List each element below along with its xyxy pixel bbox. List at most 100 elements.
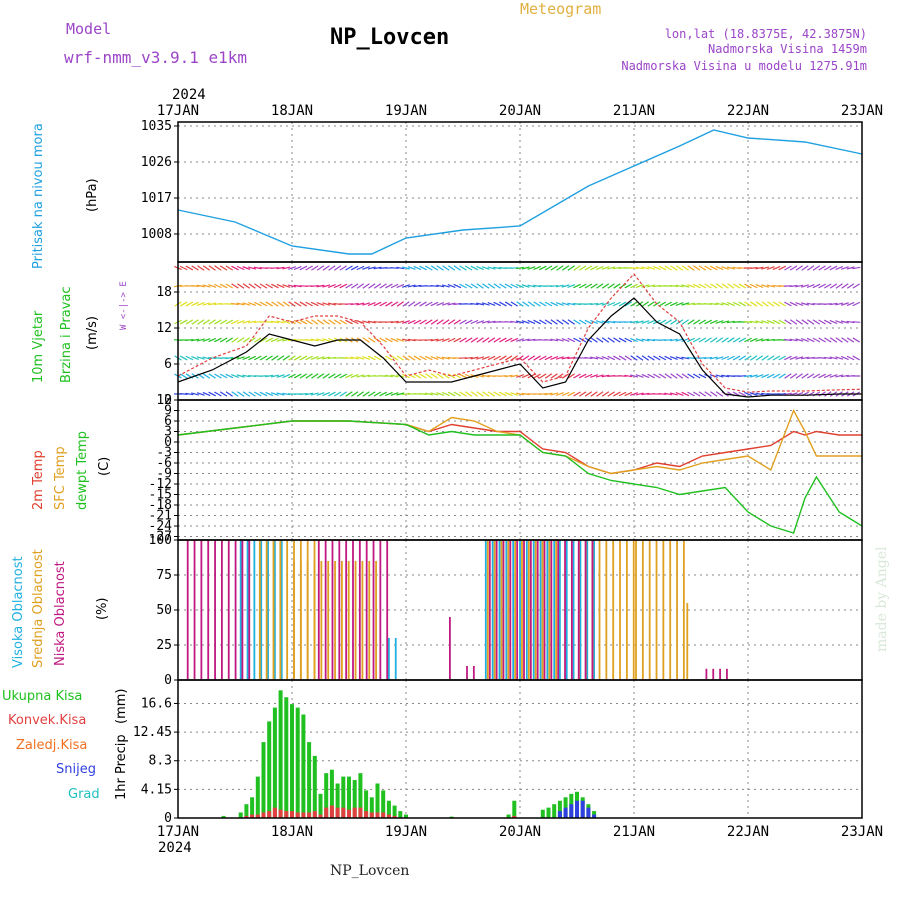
wind-barb xyxy=(282,373,291,379)
wind-barb xyxy=(401,338,411,342)
total-precip-bar xyxy=(290,704,294,818)
x-tick-label-bottom: 21JAN xyxy=(613,824,655,840)
wind-barb xyxy=(356,391,365,397)
wind-barb xyxy=(818,337,826,343)
wind-barb xyxy=(726,320,735,324)
wind-barb xyxy=(647,319,656,325)
wind-barb xyxy=(470,265,479,271)
wind-barb xyxy=(521,338,530,342)
wind-barb xyxy=(852,337,861,343)
wind-barb xyxy=(219,337,228,343)
y-tick-label: 25 xyxy=(156,638,172,653)
wind-barb xyxy=(573,391,581,397)
conv-precip-bar xyxy=(347,809,351,818)
wind-barb xyxy=(567,319,575,325)
wind-barb xyxy=(288,301,296,307)
wind-barb xyxy=(555,338,564,342)
wind-barb xyxy=(293,319,302,325)
wind-barb xyxy=(185,319,194,325)
side-labels: Pritisak na nivou mora (hPa) 10m Vjetar … xyxy=(11,123,129,800)
wind-barb xyxy=(590,391,598,397)
wind-barb xyxy=(237,283,245,289)
wind-barb xyxy=(789,373,798,379)
snow-bar xyxy=(592,814,597,818)
wind-barb xyxy=(544,319,553,325)
wind-barb xyxy=(362,266,371,270)
wind-barb xyxy=(641,301,650,307)
wind-barb xyxy=(795,338,804,342)
wind-barb xyxy=(464,337,473,343)
wind-barb xyxy=(618,337,627,343)
wind-barb xyxy=(259,391,268,397)
total-precip-bar xyxy=(404,814,408,818)
wind-barb xyxy=(687,319,695,325)
total-precip-bar xyxy=(557,800,562,818)
wind-barb xyxy=(237,391,245,397)
wind-barb xyxy=(590,356,599,360)
wind-barb xyxy=(265,337,274,343)
conv-precip-bar xyxy=(335,807,340,818)
wind-barb xyxy=(362,391,370,397)
wind-barb xyxy=(578,319,587,325)
wind-barb xyxy=(522,301,530,307)
x-tick-label-bottom: 22JAN xyxy=(727,824,769,840)
wind-barb xyxy=(214,319,222,325)
wind-barb xyxy=(310,355,319,361)
wind-barb xyxy=(818,283,826,289)
conv-precip-bar xyxy=(369,812,374,818)
wind-barb xyxy=(481,266,490,270)
y-tick-label: -6 xyxy=(156,456,172,471)
wind-barb xyxy=(419,265,427,271)
total-precip-bar xyxy=(267,721,272,818)
wind-barb xyxy=(333,319,342,325)
total-precip-bar xyxy=(244,804,249,818)
wind-barb xyxy=(527,266,536,270)
wind-barb xyxy=(647,266,656,270)
conv-precip-bar xyxy=(278,809,283,818)
wind-barb xyxy=(373,391,382,397)
wind-barb xyxy=(470,302,479,306)
wind-barb xyxy=(236,356,245,360)
wind-barb xyxy=(322,373,330,379)
wind-barb xyxy=(636,355,644,361)
wind-barb xyxy=(601,266,610,270)
wind-barb xyxy=(242,266,251,270)
wind-barb xyxy=(510,320,519,324)
wind-barb xyxy=(396,266,405,270)
wind-barb xyxy=(328,265,336,271)
wind-barb xyxy=(214,373,222,379)
wind-barb xyxy=(527,301,536,307)
wind-barb xyxy=(630,337,638,343)
wind-barb xyxy=(675,284,684,288)
wind-barb xyxy=(709,356,718,360)
wind-barb xyxy=(533,284,542,288)
wind-barb xyxy=(305,373,313,379)
wind-barb xyxy=(470,337,479,343)
wind-barb xyxy=(208,319,216,325)
wind-barb xyxy=(425,265,433,271)
wind-barb xyxy=(527,319,536,325)
snow-bar xyxy=(575,800,579,818)
wind-barb xyxy=(738,283,747,289)
wind-barb xyxy=(299,373,308,379)
wind-barb xyxy=(504,321,513,323)
wind-barb xyxy=(396,338,405,342)
y-tick-label: 0 xyxy=(164,435,172,450)
wind-barb xyxy=(766,373,775,379)
wind-barb xyxy=(767,355,775,361)
wind-barb xyxy=(288,266,296,270)
wind-barb xyxy=(550,265,558,271)
cloud-unit: (%) xyxy=(95,598,110,621)
wind-barb xyxy=(476,391,484,397)
wind-barb xyxy=(333,283,342,289)
y-tick-label: -9 xyxy=(156,467,172,482)
wind-barb xyxy=(424,392,433,396)
dewpt-label: dewpt Temp xyxy=(75,431,90,510)
wind-barb xyxy=(630,283,638,289)
wind-barb xyxy=(254,283,262,289)
wind-barb xyxy=(681,356,690,360)
wind-barb xyxy=(738,337,747,343)
wind-barb xyxy=(214,337,222,343)
wind-barb xyxy=(675,265,684,271)
wind-barb xyxy=(487,266,496,270)
